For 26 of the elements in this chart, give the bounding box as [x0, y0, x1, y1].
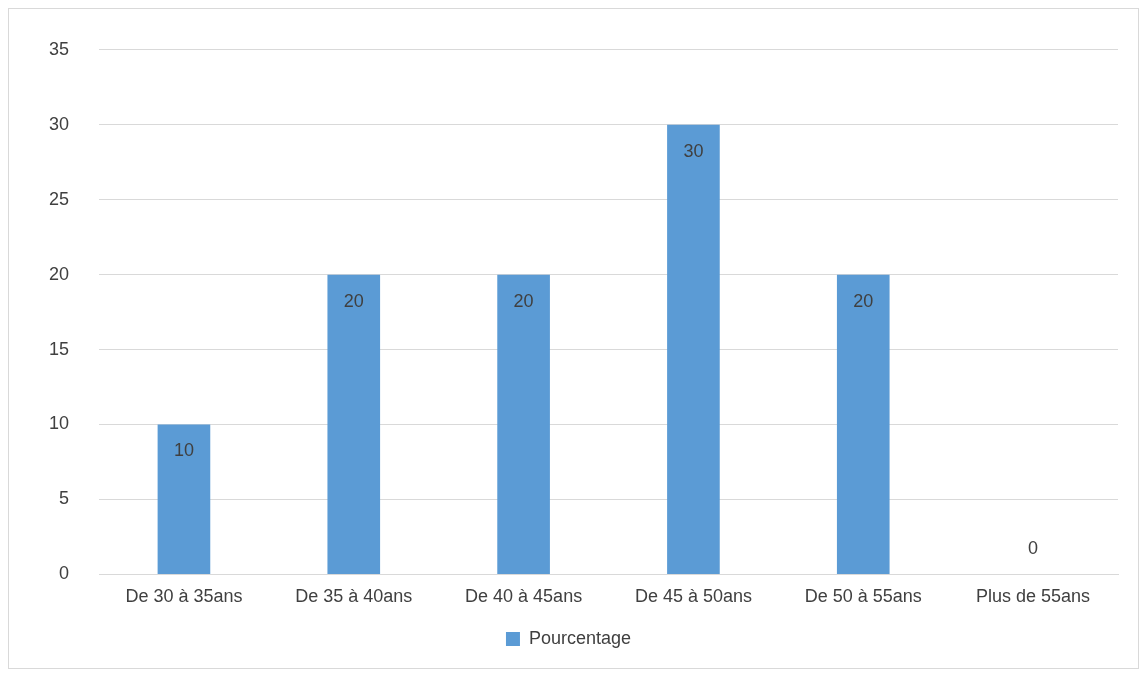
bar — [157, 424, 211, 574]
x-tick-label: De 50 à 55ans — [804, 586, 922, 607]
bar — [327, 274, 381, 574]
bar — [836, 274, 890, 574]
bar — [667, 124, 720, 574]
y-tick-label: 5 — [59, 488, 70, 509]
y-tick-label: 10 — [48, 413, 70, 434]
data-label: 20 — [343, 290, 364, 311]
data-label: 20 — [513, 290, 534, 311]
x-tick-label: De 45 à 50ans — [634, 586, 752, 607]
y-tick-label: 25 — [48, 188, 70, 209]
y-tick-label: 35 — [48, 38, 70, 59]
x-tick-label: De 40 à 45ans — [465, 586, 583, 607]
data-label: 30 — [683, 140, 704, 161]
data-label: 10 — [173, 440, 194, 461]
y-tick-label: 15 — [48, 338, 70, 359]
bar — [497, 274, 550, 574]
x-tick-label: De 30 à 35ans — [125, 586, 243, 607]
y-tick-label: 0 — [59, 563, 70, 584]
x-tick-label: De 35 à 40ans — [295, 586, 413, 607]
y-tick-label: 30 — [48, 113, 70, 134]
data-label: 0 — [1028, 538, 1039, 559]
data-label: 20 — [853, 290, 874, 311]
x-tick-label: Plus de 55ans — [976, 586, 1091, 607]
legend-label: Pourcentage — [528, 627, 632, 648]
y-tick-label: 20 — [48, 263, 70, 284]
